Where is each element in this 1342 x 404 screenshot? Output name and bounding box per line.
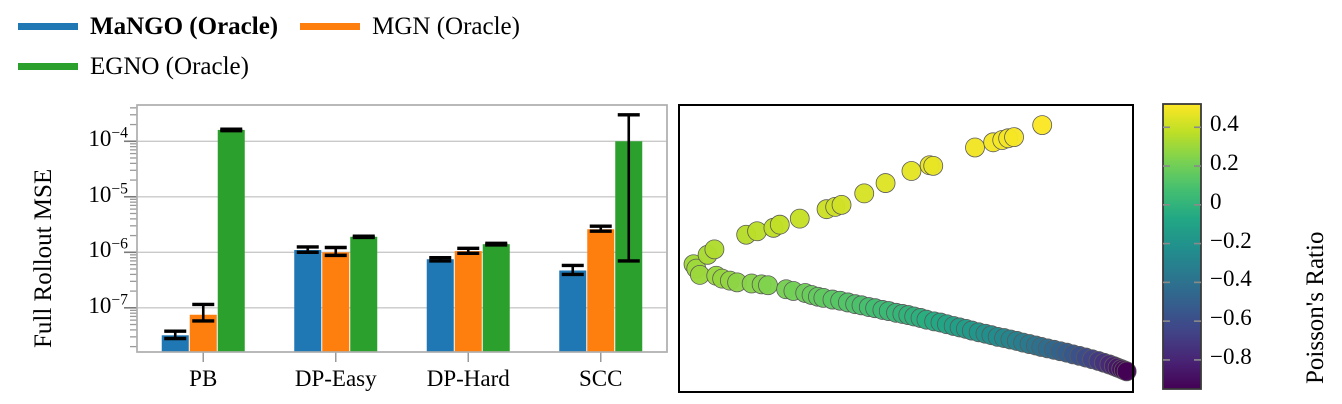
bar-chart-x-tick-label: DP-Hard: [426, 366, 510, 391]
bar: [587, 229, 615, 352]
error-bar: [561, 263, 584, 277]
error-bar: [192, 302, 215, 323]
colorbar-tick-label: 0.2: [1210, 150, 1239, 176]
scatter-point: [769, 214, 790, 235]
legend-entry-mango[interactable]: MaNGO (Oracle): [18, 14, 278, 39]
colorbar-tick-label: 0: [1210, 188, 1222, 214]
legend-swatch-mango: [18, 23, 78, 30]
bar-chart-x-tick-label: DP-Easy: [294, 366, 377, 391]
bar: [482, 244, 510, 352]
bar: [559, 270, 587, 352]
legend-swatch-mgn: [300, 23, 361, 30]
scatter-point: [1004, 127, 1024, 148]
legend-row-1: MaNGO (Oracle) MGN (Oracle): [18, 14, 542, 39]
legend-label-egno: EGNO (Oracle): [90, 53, 249, 80]
scatter-point: [854, 183, 875, 204]
scatter-point: [1116, 361, 1137, 382]
legend-label-mgn: MGN (Oracle): [372, 13, 520, 40]
bar: [350, 236, 378, 352]
scatter-point: [747, 221, 767, 242]
colorbar-tick-label: −0.4: [1210, 266, 1252, 292]
scatter-point: [901, 161, 922, 181]
colorbar-gradient: [1162, 103, 1202, 390]
error-bar: [457, 246, 480, 255]
colorbar-tick-label: −0.8: [1210, 343, 1252, 369]
scatter-point: [789, 208, 810, 229]
error-bar: [352, 234, 375, 240]
bar-chart-y-tick-label: 10−4: [88, 124, 128, 152]
bar-chart-y-tick-label: 10−5: [88, 180, 128, 207]
scatter-point: [875, 173, 896, 193]
legend-swatch-egno: [18, 63, 78, 70]
bar-chart-y-tick-label: 10−7: [88, 291, 128, 318]
scatter-point: [1032, 115, 1053, 135]
scatter-point: [965, 137, 985, 158]
bar: [217, 129, 245, 352]
colorbar-title: Poisson's Ratio: [1302, 231, 1329, 384]
legend-entry-egno[interactable]: EGNO (Oracle): [18, 54, 249, 79]
error-bar: [589, 224, 612, 233]
bar-chart-y-tick-label: 10−6: [88, 235, 128, 263]
error-bar: [485, 241, 508, 247]
bar: [322, 252, 350, 352]
colorbar-tick-label: −0.2: [1210, 227, 1252, 253]
colorbar-tick-label: 0.4: [1210, 111, 1239, 137]
scatter-point: [758, 275, 778, 296]
bar-chart-x-tick-label: SCC: [579, 366, 623, 391]
scatter-point: [704, 239, 725, 260]
bar-chart-x-tick-label: PB: [189, 366, 218, 391]
legend-label-mango: MaNGO (Oracle): [90, 13, 279, 40]
error-bar: [429, 255, 452, 263]
bar: [454, 251, 482, 352]
error-bar: [220, 127, 243, 133]
legend-entry-mgn[interactable]: MGN (Oracle): [300, 14, 520, 39]
bar-chart-svg: [124, 104, 668, 362]
scatter-points: [683, 115, 1137, 382]
colorbar-tick-label: −0.6: [1210, 305, 1252, 331]
legend-row-2: EGNO (Oracle): [18, 54, 271, 79]
error-bar: [324, 245, 347, 258]
scatter-point: [831, 194, 852, 215]
error-bar: [164, 329, 187, 341]
legend: MaNGO (Oracle) MGN (Oracle) EGNO (Oracle…: [0, 0, 680, 96]
scatter-point: [923, 155, 944, 176]
error-bar: [617, 113, 640, 263]
bar: [426, 259, 454, 352]
error-bar: [296, 245, 319, 254]
bar: [294, 250, 322, 352]
